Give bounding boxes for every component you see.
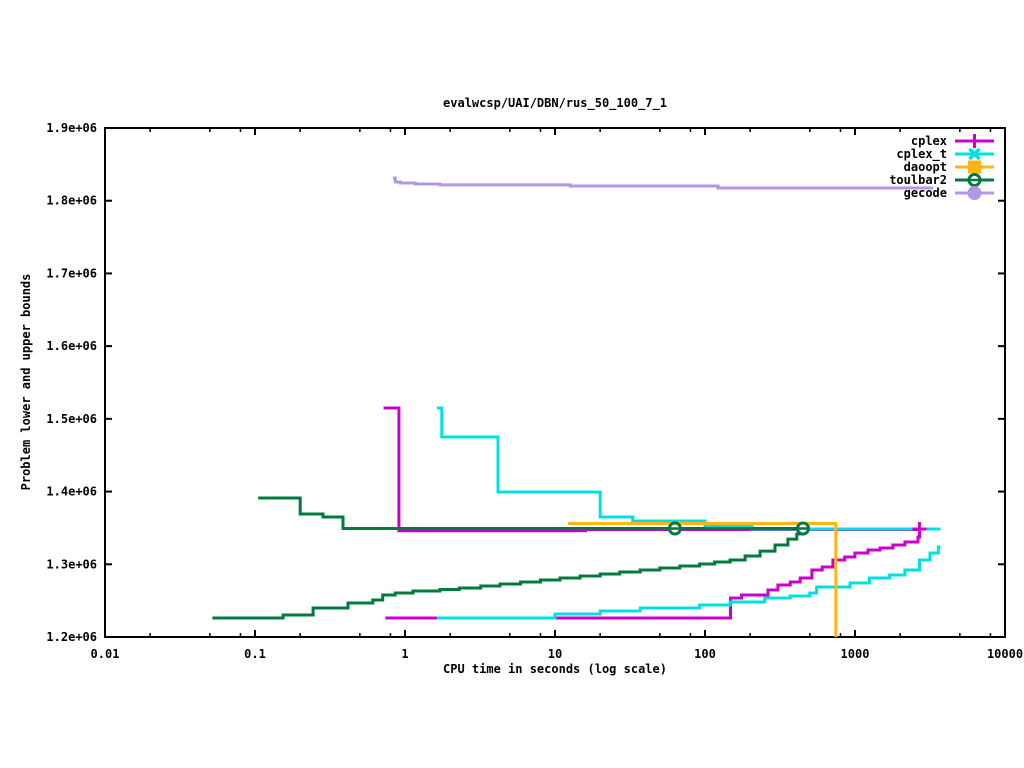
marker-dot bbox=[967, 186, 982, 200]
marker-cross bbox=[968, 147, 981, 161]
x-tick-label: 10000 bbox=[987, 647, 1023, 661]
x-axis-label: CPU time in seconds (log scale) bbox=[443, 662, 667, 676]
x-tick-label: 1000 bbox=[841, 647, 870, 661]
x-tick-label: 0.01 bbox=[91, 647, 120, 661]
series-cplex-line-1 bbox=[385, 529, 921, 620]
y-tick-label: 1.5e+06 bbox=[46, 412, 97, 426]
y-tick-label: 1.8e+06 bbox=[46, 194, 97, 208]
series-cplex_t-line-0 bbox=[436, 406, 941, 531]
x-tick-label: 100 bbox=[694, 647, 716, 661]
legend-label-gecode: gecode bbox=[904, 186, 947, 200]
x-tick-label: 0.1 bbox=[244, 647, 266, 661]
series-cplex-line-0 bbox=[383, 406, 920, 533]
y-tick-label: 1.6e+06 bbox=[46, 339, 97, 353]
x-tick-label: 1 bbox=[401, 647, 408, 661]
legend-label-cplex_t: cplex_t bbox=[896, 147, 947, 162]
chart-title: evalwcsp/UAI/DBN/rus_50_100_7_1 bbox=[443, 96, 667, 110]
series-toulbar2-line-0 bbox=[258, 496, 807, 530]
series-gecode-line-0 bbox=[392, 176, 934, 190]
legend-label-daoopt: daoopt bbox=[904, 160, 947, 174]
y-tick-label: 1.9e+06 bbox=[46, 121, 97, 135]
marker-square bbox=[968, 160, 981, 174]
y-tick-label: 1.7e+06 bbox=[46, 266, 97, 280]
y-tick-label: 1.3e+06 bbox=[46, 557, 97, 571]
y-tick-label: 1.2e+06 bbox=[46, 630, 97, 644]
legend-label-cplex: cplex bbox=[911, 134, 947, 148]
series-cplex_t-line-1 bbox=[436, 545, 941, 620]
x-tick-label: 10 bbox=[548, 647, 562, 661]
series-daoopt-line-0 bbox=[568, 522, 838, 637]
legend-label-toulbar2: toulbar2 bbox=[889, 173, 947, 187]
series-toulbar2-line-1 bbox=[212, 528, 807, 620]
y-tick-label: 1.4e+06 bbox=[46, 485, 97, 499]
plot-border bbox=[104, 127, 1006, 638]
